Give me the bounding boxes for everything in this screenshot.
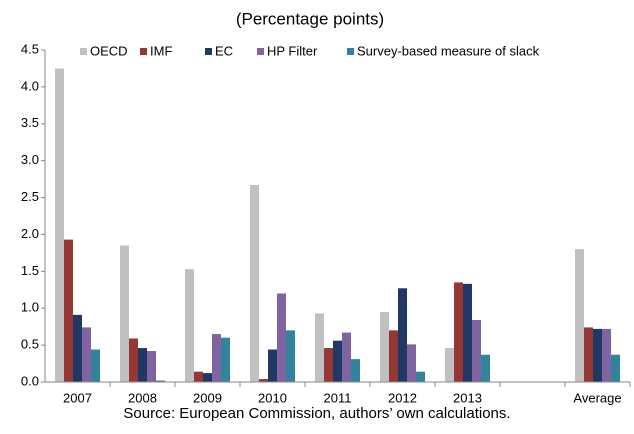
- bar: [286, 330, 295, 382]
- legend-swatch: [347, 48, 354, 55]
- bar: [593, 328, 602, 382]
- x-tick-label: 2010: [258, 390, 287, 405]
- y-tick-label: 1.5: [21, 263, 39, 278]
- x-tick-label: 2009: [193, 390, 222, 405]
- y-tick-label: 0.0: [21, 373, 39, 388]
- bar: [73, 314, 82, 382]
- y-tick-label: 3.0: [21, 152, 39, 167]
- bar: [250, 185, 259, 382]
- y-tick-label: 2.0: [21, 226, 39, 241]
- bar: [55, 68, 64, 382]
- legend-label: OECD: [90, 43, 128, 58]
- bar: [351, 359, 360, 382]
- bar: [64, 239, 73, 382]
- y-tick-label: 1.0: [21, 300, 39, 315]
- bar: [389, 330, 398, 382]
- x-tick-label: 2012: [388, 390, 417, 405]
- bar: [407, 344, 416, 382]
- bar: [277, 293, 286, 382]
- bar: [91, 349, 100, 382]
- bar: [454, 282, 463, 382]
- bar: [463, 283, 472, 382]
- bar: [129, 338, 138, 382]
- bar: [398, 288, 407, 382]
- legend-swatch: [257, 48, 264, 55]
- chart-source: Source: European Commission, authors’ ow…: [123, 405, 510, 422]
- bar: [147, 351, 156, 382]
- chart-subtitle: (Percentage points): [236, 9, 384, 28]
- bar: [380, 311, 389, 382]
- x-tick-label: 2008: [128, 390, 157, 405]
- bar: [481, 354, 490, 382]
- y-tick-label: 0.5: [21, 337, 39, 352]
- bar: [221, 337, 230, 382]
- bar: [315, 313, 324, 382]
- legend-swatch: [205, 48, 212, 55]
- bar: [203, 373, 212, 382]
- bar: [194, 371, 203, 382]
- bar: [342, 332, 351, 382]
- bar: [472, 320, 481, 382]
- bar: [259, 379, 268, 382]
- x-tick-label: 2013: [453, 390, 482, 405]
- bar: [82, 327, 91, 382]
- bar: [445, 348, 454, 382]
- legend-label: HP Filter: [267, 43, 318, 58]
- bar: [268, 349, 277, 382]
- bar: [611, 354, 620, 382]
- bar: [324, 348, 333, 382]
- y-tick-label: 2.5: [21, 189, 39, 204]
- x-tick-label: 2007: [63, 390, 92, 405]
- legend-label: Survey-based measure of slack: [357, 43, 540, 58]
- bar: [602, 328, 611, 382]
- bar: [212, 334, 221, 382]
- bar: [575, 249, 584, 382]
- legend-swatch: [80, 48, 87, 55]
- bar: [584, 327, 593, 382]
- legend-label: IMF: [150, 43, 172, 58]
- bar: [120, 245, 129, 382]
- bar: [416, 371, 425, 382]
- legend-swatch: [140, 48, 147, 55]
- y-tick-label: 4.0: [21, 78, 39, 93]
- bar: [138, 348, 147, 382]
- y-tick-label: 3.5: [21, 115, 39, 130]
- y-tick-label: 4.5: [21, 41, 39, 56]
- legend-label: EC: [215, 43, 233, 58]
- x-tick-label: 2011: [324, 390, 352, 405]
- bar: [156, 380, 165, 382]
- bar: [333, 340, 342, 382]
- bar: [185, 269, 194, 382]
- x-tick-label: Average: [573, 390, 621, 405]
